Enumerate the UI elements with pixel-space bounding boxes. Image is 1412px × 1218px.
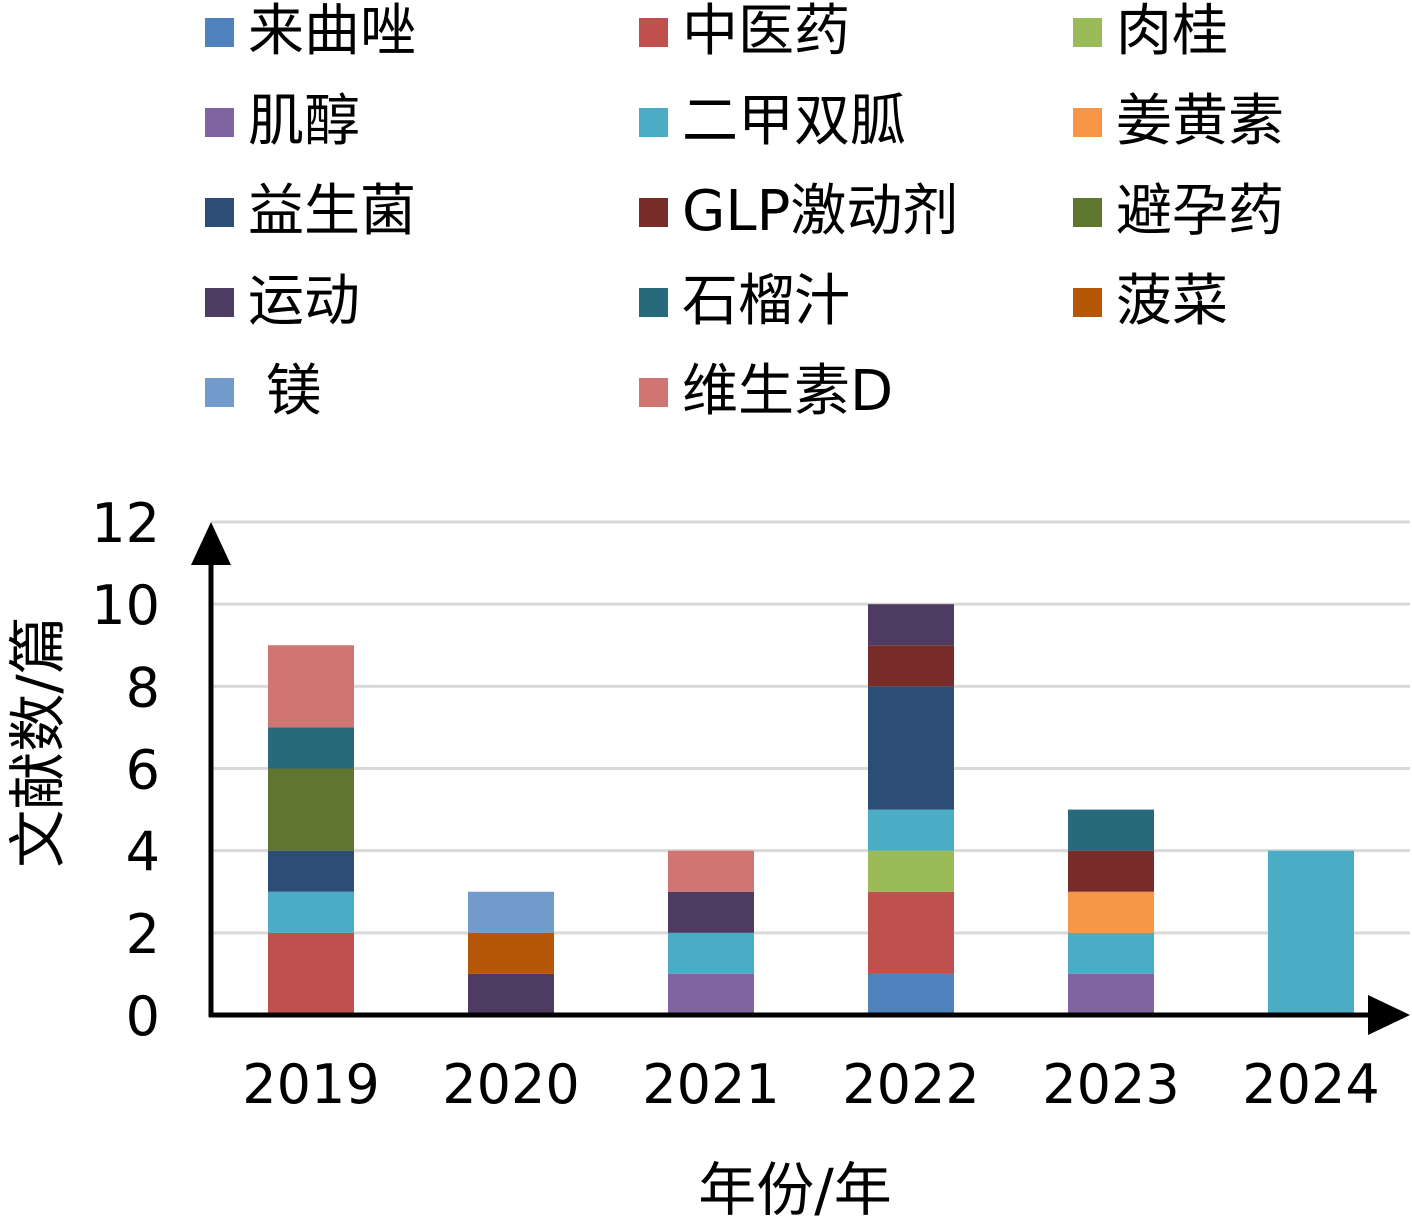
y-tick-label: 8 [126,656,160,719]
gridlines [211,520,1410,935]
legend-label: 运动 [248,269,360,334]
bar-segment-2021-4 [668,932,754,974]
chart-legend: 来曲唑 中医药 肉桂肌醇 二甲双胍 姜黄素益生菌 GLP激动剂 避孕药运动 石榴汁 菠菜 镁 维生… [205,0,1405,440]
legend-swatch [639,197,668,227]
y-axis-label: 文献数/篇 [4,616,72,868]
bar-segment-2021-9 [668,891,754,933]
legend-label: 镁 [248,359,322,424]
bar-segment-2019-10 [268,727,354,769]
legend-item: 菠菜 [1073,272,1228,332]
x-tick-label: 2021 [642,1053,779,1116]
x-tick-label: 2019 [242,1053,379,1116]
y-axis-arrow [191,522,231,565]
bar-segment-2022-4 [868,809,954,851]
legend-label: 中医药 [682,0,850,64]
bar-segment-2020-9 [468,973,554,1015]
y-tick-labels: 0 2 4 6 8 10 12 [91,492,160,1048]
legend-swatch [205,377,234,407]
legend-label: 菠菜 [1116,269,1228,334]
legend-item: 来曲唑 [205,2,416,62]
legend-label: 姜黄素 [1116,89,1284,154]
legend-label: 益生菌 [248,179,416,244]
bar-segment-2020-11 [468,932,554,974]
bar-segment-2021-3 [668,973,754,1015]
legend-item: 中医药 [639,2,850,62]
legend-item: 肌醇 [205,92,360,152]
legend-swatch [205,197,234,227]
legend-label: 来曲唑 [248,0,416,64]
legend-label: GLP激动剂 [682,179,959,244]
x-tick-label: 2024 [1242,1053,1379,1116]
axes [191,522,1410,1035]
y-tick-label: 6 [126,739,160,802]
bar-segment-2019-4 [268,891,354,933]
legend-swatch [205,287,234,317]
bar-segment-2023-7 [1068,850,1154,892]
legend-swatch [1073,17,1102,47]
legend-item: 石榴汁 [639,272,850,332]
legend-swatch [1073,197,1102,227]
legend-label: 肌醇 [248,89,360,154]
bar-segment-2022-9 [868,604,954,646]
bar-segment-2023-10 [1068,809,1154,851]
legend-item: 镁 [205,362,322,422]
y-tick-label: 4 [126,821,160,884]
legend-item: 避孕药 [1073,182,1284,242]
legend-swatch [1073,287,1102,317]
legend-swatch [205,107,234,137]
legend-item: 益生菌 [205,182,416,242]
bar-segment-2022-0 [868,973,954,1015]
legend-label: 二甲双胍 [682,89,906,154]
y-tick-label: 10 [91,574,160,637]
legend-item: 姜黄素 [1073,92,1284,152]
bar-segment-2020-12 [468,891,554,933]
legend-item: 二甲双胍 [639,92,906,152]
bar-segment-2022-2 [868,850,954,892]
bar-segment-2019-8 [268,768,354,851]
x-tick-label: 2022 [842,1053,979,1116]
legend-item: 肉桂 [1073,2,1228,62]
legend-item: GLP激动剂 [639,182,958,242]
y-tick-label: 2 [126,903,160,966]
legend-swatch [205,17,234,47]
bars [268,604,1354,1015]
bar-segment-2021-13 [668,850,754,892]
bar-segment-2022-7 [868,645,954,687]
legend-swatch [639,287,668,317]
bar-segment-2019-13 [268,645,354,728]
x-axis-arrow [1368,995,1410,1035]
bar-segment-2023-4 [1068,932,1154,974]
legend-label: 维生素D [682,359,894,424]
legend-swatch [639,107,668,137]
x-tick-label: 2020 [442,1053,579,1116]
x-tick-label: 2023 [1042,1053,1179,1116]
legend-swatch [639,17,668,47]
x-axis-label: 年份/年 [698,1156,892,1218]
legend-item: 维生素D [639,362,893,422]
legend-label: 石榴汁 [682,269,850,334]
legend-label: 避孕药 [1116,179,1284,244]
y-tick-label: 12 [91,492,160,555]
legend-label: 肉桂 [1116,0,1228,64]
bar-segment-2022-6 [868,686,954,810]
bar-segment-2019-6 [268,850,354,892]
x-tick-labels: 2019 2020 2021 2022 2023 2024 [242,1053,1379,1116]
legend-swatch [639,377,668,407]
bar-segment-2022-1 [868,891,954,974]
y-tick-label: 0 [126,985,160,1048]
legend-swatch [1073,107,1102,137]
bar-segment-2023-3 [1068,973,1154,1015]
bar-segment-2019-1 [268,932,354,1015]
legend-item: 运动 [205,272,360,332]
bar-segment-2024-4 [1268,850,1354,1015]
bar-segment-2023-5 [1068,891,1154,933]
